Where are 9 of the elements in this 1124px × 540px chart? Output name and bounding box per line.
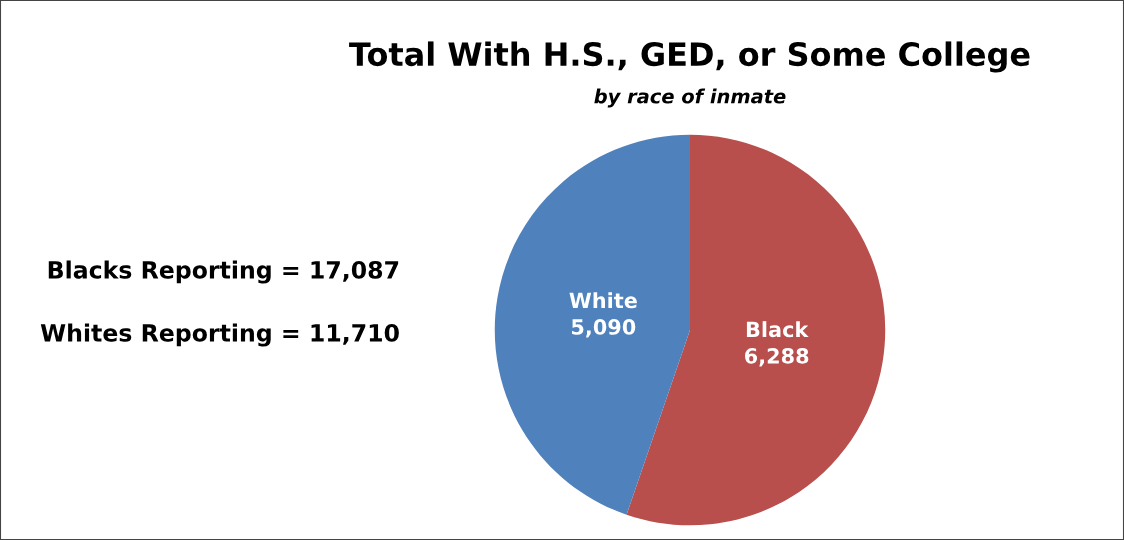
slice-label: Black (746, 321, 809, 338)
chart-subtitle: by race of inmate (594, 88, 786, 108)
data-label: 5,090 (572, 319, 636, 338)
pie-slice (494, 134, 690, 515)
data-label: 6,288 (745, 348, 809, 367)
chart-title: Total With H.S., GED, or Some College (349, 41, 1030, 73)
text: Blacks Reporting = 17,087 (48, 260, 399, 284)
text: Whites Reporting = 11,710 (40, 323, 399, 347)
slice-label: White (569, 292, 637, 309)
